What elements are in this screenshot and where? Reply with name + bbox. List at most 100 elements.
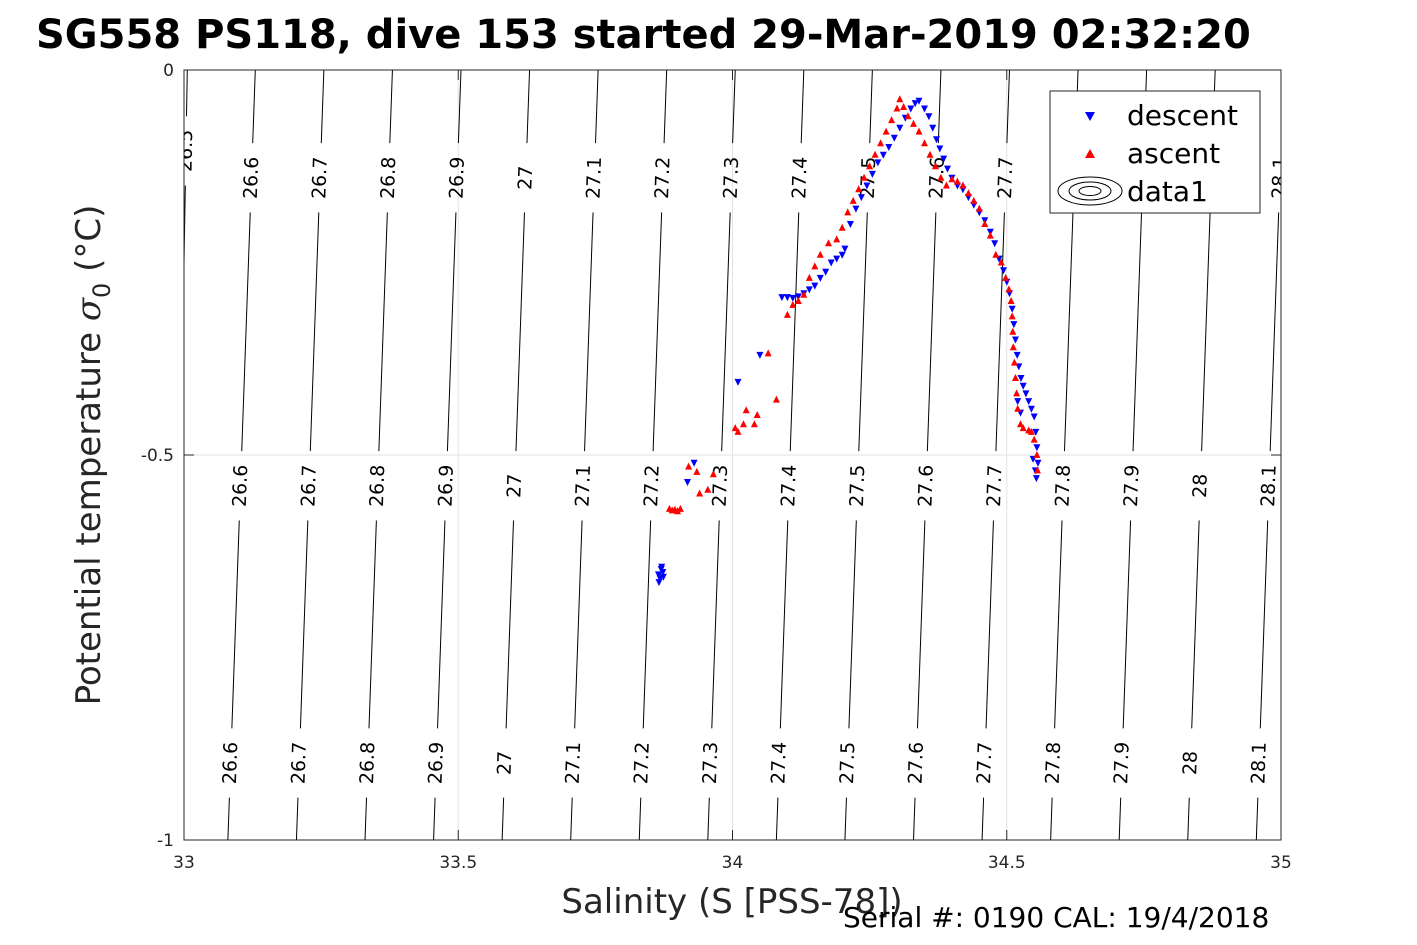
contour-label: 28.1 xyxy=(1247,741,1270,784)
contour-line xyxy=(299,520,309,729)
ascent-point xyxy=(1027,427,1035,435)
descent-point xyxy=(1032,475,1040,483)
ascent-point xyxy=(1002,273,1010,281)
contour-label: 27.5 xyxy=(836,741,859,784)
contour-line xyxy=(985,520,994,729)
contour-line xyxy=(1006,70,1010,144)
ascent-point xyxy=(1009,343,1017,351)
ascent-point xyxy=(882,127,890,135)
contour-label: 26.6 xyxy=(240,156,263,199)
contour-label: 26.8 xyxy=(366,464,389,507)
contour-label: 27.2 xyxy=(630,741,653,784)
ascent-point xyxy=(849,196,857,204)
ascent-point xyxy=(948,175,956,183)
contour-line xyxy=(457,70,462,144)
contour-line xyxy=(186,70,188,117)
contour-line xyxy=(642,520,652,729)
contour-line xyxy=(779,520,789,729)
ascent-point xyxy=(915,127,923,135)
ascent-point xyxy=(860,173,868,181)
contour-line xyxy=(711,520,720,729)
ascent-point xyxy=(970,196,978,204)
contour-label: 27.3 xyxy=(709,464,732,507)
legend-box xyxy=(1049,90,1261,214)
contour-line xyxy=(652,212,663,452)
contour-line xyxy=(227,797,230,840)
ascent-point xyxy=(877,139,885,147)
ascent-point xyxy=(1030,435,1038,443)
contour-label: 27.2 xyxy=(640,464,663,507)
descent-point xyxy=(857,194,865,202)
contour-label: 27.7 xyxy=(973,741,996,784)
ascent-point xyxy=(1005,285,1013,293)
descent-point xyxy=(936,145,944,153)
contour-line xyxy=(574,520,583,729)
contour-line xyxy=(368,520,377,729)
ascent-point xyxy=(931,162,939,170)
descent-point xyxy=(911,100,919,108)
contour-label: 27.6 xyxy=(925,156,948,199)
contour-label: 27.7 xyxy=(983,464,1006,507)
contour-label: 27.4 xyxy=(777,464,800,507)
ascent-point xyxy=(904,112,912,120)
descent-point xyxy=(874,159,882,167)
descent-point xyxy=(991,240,999,248)
descent-point xyxy=(783,294,791,302)
ascent-point xyxy=(816,250,824,258)
legend-descent-marker xyxy=(1085,112,1095,121)
descent-point xyxy=(1033,444,1041,452)
contour-label: 28.1 xyxy=(1268,156,1291,199)
contour-line xyxy=(252,70,256,144)
descent-point xyxy=(896,124,904,132)
calibration-caption: Serial #: 0190 CAL: 19/4/2018 xyxy=(843,901,1269,934)
contour-label: 27.8 xyxy=(1042,741,1065,784)
contour-label: 26.5 xyxy=(175,129,198,172)
contour-label: 26.7 xyxy=(297,464,320,507)
descent-point xyxy=(929,124,937,132)
contour-label: 28.1 xyxy=(1257,464,1280,507)
ascent-point xyxy=(981,220,989,227)
contour-line xyxy=(858,212,868,452)
density-contours: 26.5 26.6 26.6 26.6 26.7 26.7 26.7 26.8 26.8 26.8… xyxy=(175,70,1291,840)
x-tick-label: 34 xyxy=(722,853,744,873)
contour-line xyxy=(584,212,594,452)
ascent-point xyxy=(734,427,742,435)
descent-point xyxy=(822,268,830,276)
contour-label: 26.7 xyxy=(308,156,331,199)
contour-label: 28 xyxy=(1189,473,1212,498)
descent-point xyxy=(1030,413,1038,421)
descent-point xyxy=(778,294,786,302)
ascent-point xyxy=(855,185,863,193)
ascent-point xyxy=(742,406,750,414)
contour-label: 27.4 xyxy=(767,741,790,784)
descent-point xyxy=(846,221,854,228)
ascent-point xyxy=(888,116,896,124)
descent-point xyxy=(885,144,893,151)
descent-point xyxy=(852,205,860,213)
contour-label: 26.7 xyxy=(287,741,310,784)
contour-line xyxy=(241,212,251,452)
x-tick-label: 34.5 xyxy=(988,853,1026,873)
contour-line xyxy=(981,797,985,840)
descent-point xyxy=(690,459,698,467)
contour-label: 26.9 xyxy=(425,741,448,784)
contour-line xyxy=(378,212,388,452)
ascent-point xyxy=(1009,327,1017,335)
ascent-point xyxy=(871,150,879,158)
contour-line xyxy=(433,797,436,840)
contour-line xyxy=(389,70,393,144)
descent-point xyxy=(1008,305,1016,313)
contour-label: 27.1 xyxy=(562,741,585,784)
contour-line xyxy=(364,797,368,840)
descent-point xyxy=(833,255,841,263)
ascent-point xyxy=(900,103,908,110)
contour-label: 26.9 xyxy=(434,464,457,507)
y-axis-label-subscript: 0 xyxy=(88,283,116,298)
contour-line xyxy=(1259,520,1269,729)
descent-point xyxy=(1017,375,1025,382)
descent-point xyxy=(659,573,667,581)
descent-point xyxy=(921,105,928,113)
descent-point xyxy=(879,151,887,159)
y-axis-label-unit: (°C) xyxy=(69,205,109,283)
ascent-point xyxy=(942,181,950,189)
